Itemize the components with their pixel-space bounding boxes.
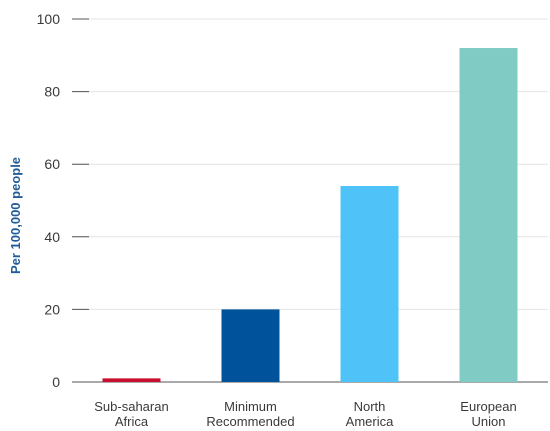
y-tick-label: 100 <box>37 11 61 27</box>
x-category-label: Africa <box>115 414 149 429</box>
bar-0 <box>102 378 161 382</box>
x-category-label: Sub-saharan <box>94 399 168 414</box>
y-tick-labels: 0 20 40 60 80 100 <box>37 11 61 390</box>
x-category-label: North <box>354 399 386 414</box>
x-category-label: Recommended <box>206 414 294 429</box>
y-tick-label: 60 <box>44 156 60 172</box>
bar-2 <box>340 185 399 382</box>
y-tick-label: 20 <box>44 301 60 317</box>
x-category-label: European <box>460 399 516 414</box>
y-axis-title: Per 100,000 people <box>8 157 23 274</box>
x-category-label: Minimum <box>224 399 277 414</box>
bar-1 <box>221 309 280 382</box>
bar-3 <box>459 48 518 382</box>
bars <box>102 48 518 382</box>
y-tick-label: 40 <box>44 229 60 245</box>
x-category-label: Union <box>472 414 506 429</box>
y-tick-label: 80 <box>44 84 60 100</box>
y-tick-label: 0 <box>52 374 60 390</box>
x-category-label: America <box>346 414 394 429</box>
